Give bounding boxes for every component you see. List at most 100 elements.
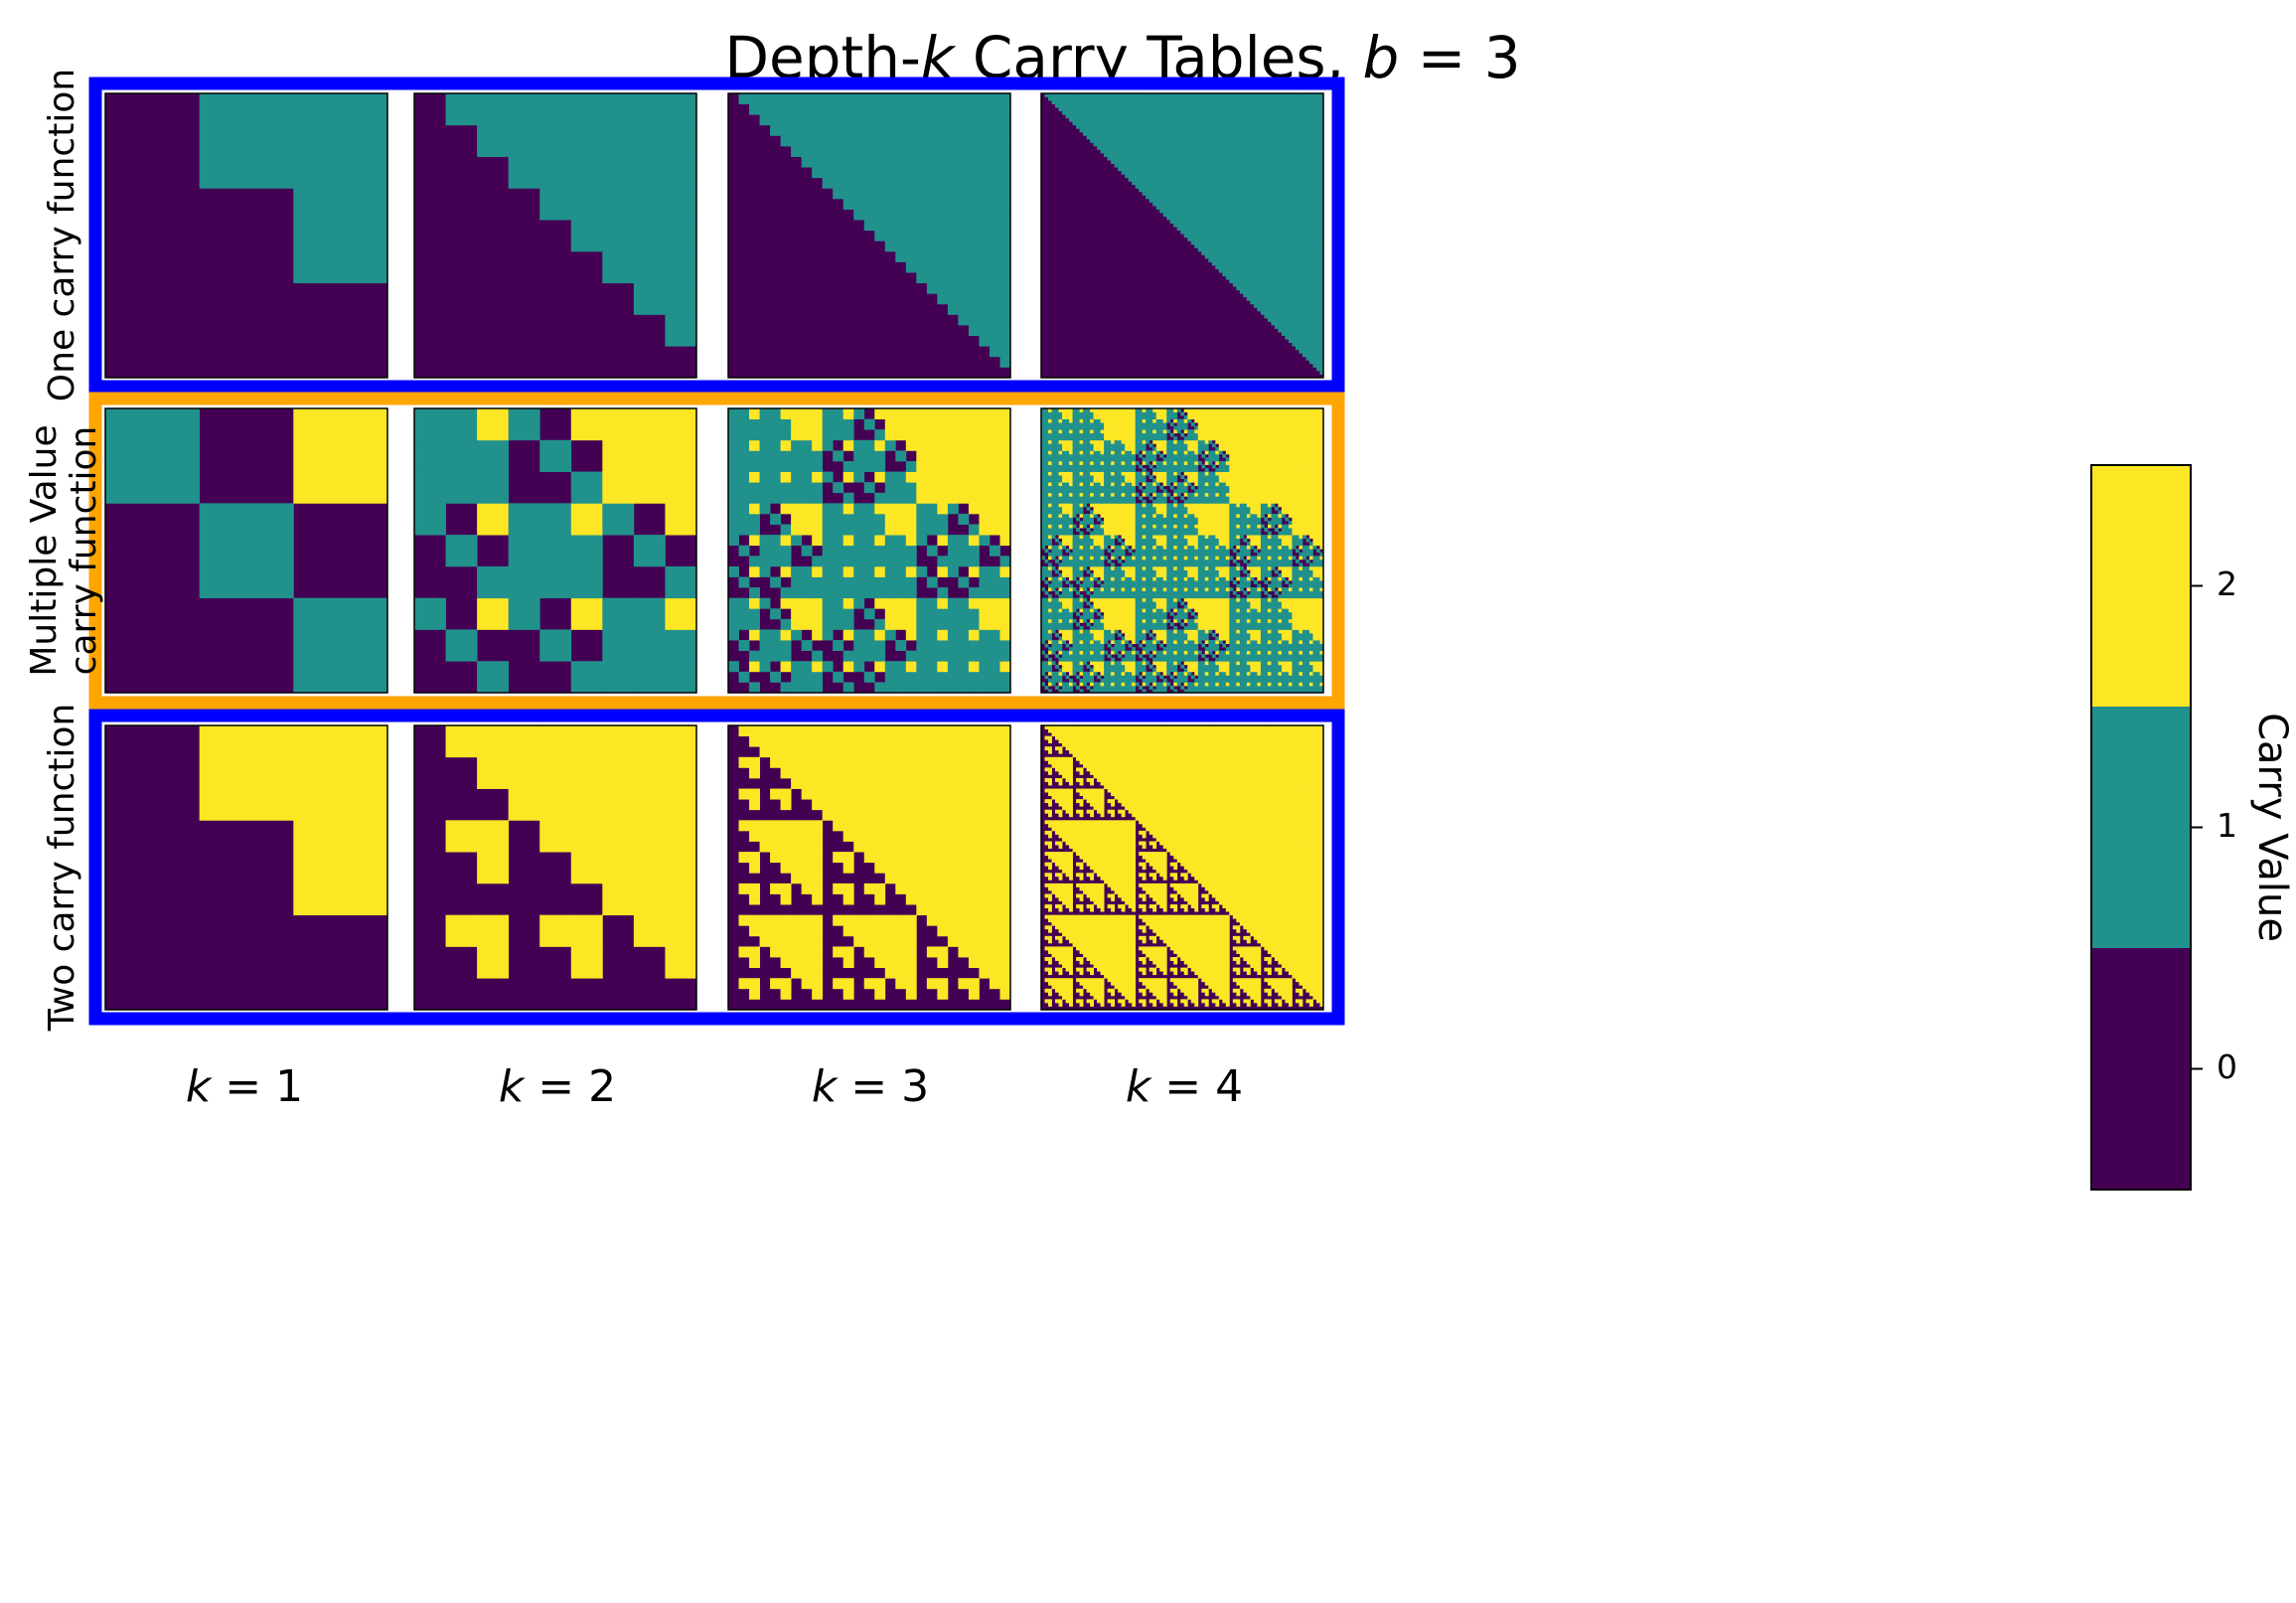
cell-one-k4 — [1305, 135, 1310, 140]
cell-one-k4 — [1312, 307, 1317, 312]
cell-one-k4 — [1315, 363, 1320, 368]
cell-one-k4 — [1319, 268, 1324, 273]
cell-one-k4 — [1218, 234, 1223, 239]
cell-one-k3 — [947, 135, 959, 147]
cell-one-k4 — [1253, 107, 1258, 112]
cell-one-k4 — [1215, 213, 1220, 217]
cell-multi-k4 — [1236, 675, 1241, 680]
cell-multi-k3 — [884, 471, 896, 483]
cell-multi-k3 — [937, 450, 949, 462]
cell-one-k4 — [1176, 195, 1181, 200]
cell-one-k4 — [1243, 156, 1248, 161]
cell-one-k4 — [1305, 247, 1310, 252]
cell-multi-k4 — [1315, 689, 1320, 694]
cell-multi-k2 — [508, 565, 540, 599]
cell-one-k4 — [1292, 339, 1297, 344]
cell-one-k4 — [1250, 247, 1255, 252]
cell-multi-k3 — [916, 618, 928, 630]
cell-one-k4 — [1208, 121, 1213, 126]
cell-one-k4 — [1292, 230, 1297, 235]
cell-one-k4 — [1285, 135, 1290, 140]
cell-multi-k3 — [895, 576, 907, 588]
cell-multi-k2 — [602, 408, 635, 441]
cell-multi-k4 — [1058, 661, 1063, 666]
cell-multi-k3 — [791, 503, 803, 515]
cell-multi-k4 — [1111, 689, 1116, 694]
cell-one-k4 — [1083, 103, 1087, 108]
cell-one-k4 — [1114, 117, 1119, 122]
cell-one-k4 — [1274, 167, 1279, 172]
cell-multi-k4 — [1218, 689, 1223, 694]
cell-one-k4 — [1225, 163, 1230, 168]
cell-one-k4 — [1055, 93, 1059, 97]
cell-one-k4 — [1173, 124, 1178, 129]
cell-one-k3 — [979, 156, 991, 168]
cell-one-k4 — [1176, 177, 1181, 182]
cell-one-k4 — [1069, 107, 1073, 112]
cell-one-k4 — [1218, 149, 1223, 154]
cell-one-k4 — [1229, 114, 1234, 119]
cell-one-k4 — [1315, 163, 1320, 168]
cell-one-k4 — [1093, 117, 1098, 122]
cell-one-k4 — [1222, 110, 1227, 115]
cell-one-k4 — [1121, 149, 1126, 154]
cell-one-k4 — [1218, 195, 1223, 200]
cell-one-k4 — [1319, 243, 1324, 248]
cell-one-k4 — [1243, 174, 1248, 179]
cell-one-k3 — [884, 93, 896, 104]
cell-one-k4 — [1308, 328, 1313, 333]
cell-one-k4 — [1315, 156, 1320, 161]
cell-one-k4 — [1159, 131, 1164, 136]
cell-one-k4 — [1250, 153, 1255, 157]
cell-multi-k3 — [895, 492, 907, 504]
cell-one-k4 — [1250, 163, 1255, 168]
cell-one-k4 — [1135, 135, 1140, 140]
cell-one-k4 — [1305, 339, 1310, 344]
cell-one-k4 — [1278, 205, 1283, 210]
cell-one-k4 — [1315, 205, 1320, 210]
cell-one-k3 — [916, 220, 928, 232]
cell-multi-k4 — [1079, 657, 1084, 662]
cell-one-k4 — [1312, 247, 1317, 252]
cell-multi-k3 — [905, 618, 917, 630]
cell-one-k4 — [1232, 223, 1237, 228]
cell-one-k4 — [1243, 138, 1248, 143]
cell-one-k4 — [1159, 145, 1164, 150]
cell-one-k4 — [1239, 230, 1244, 235]
cell-one-k4 — [1301, 170, 1306, 175]
cell-multi-k2 — [665, 597, 697, 630]
cell-one-k4 — [1299, 107, 1303, 112]
cell-one-k4 — [1301, 250, 1306, 255]
cell-one-k4 — [1260, 257, 1265, 262]
cell-one-k4 — [1062, 107, 1066, 112]
cell-multi-k3 — [905, 418, 917, 430]
cell-multi-k3 — [874, 565, 886, 577]
cell-one-k4 — [1222, 213, 1227, 217]
cell-multi-k3 — [822, 545, 834, 557]
cell-multi-k4 — [1229, 661, 1234, 666]
cell-one-k4 — [1180, 191, 1185, 196]
cell-one-k4 — [1315, 353, 1320, 358]
cell-multi-k3 — [999, 587, 1011, 599]
cell-one-k4 — [1281, 240, 1286, 245]
cell-multi-k3 — [989, 650, 1000, 662]
cell-one-k4 — [1128, 107, 1133, 112]
cell-one-k3 — [979, 188, 991, 200]
cell-one-k4 — [1146, 121, 1150, 126]
cell-one-k4 — [1201, 223, 1206, 228]
cell-one-k4 — [1285, 167, 1290, 172]
cell-one-k4 — [1246, 188, 1251, 193]
cell-one-k4 — [1218, 174, 1223, 179]
cell-one-k4 — [1201, 110, 1206, 115]
cell-multi-k3 — [822, 576, 834, 588]
cell-multi-k3 — [822, 597, 834, 609]
cell-one-k4 — [1187, 110, 1192, 115]
cell-one-k4 — [1232, 135, 1237, 140]
cell-one-k3 — [979, 124, 991, 136]
cell-one-k4 — [1159, 121, 1164, 126]
cell-one-k4 — [1194, 149, 1199, 154]
cell-one-k4 — [1295, 325, 1300, 329]
cell-one-k4 — [1194, 96, 1199, 101]
cell-one-k4 — [1308, 107, 1313, 112]
